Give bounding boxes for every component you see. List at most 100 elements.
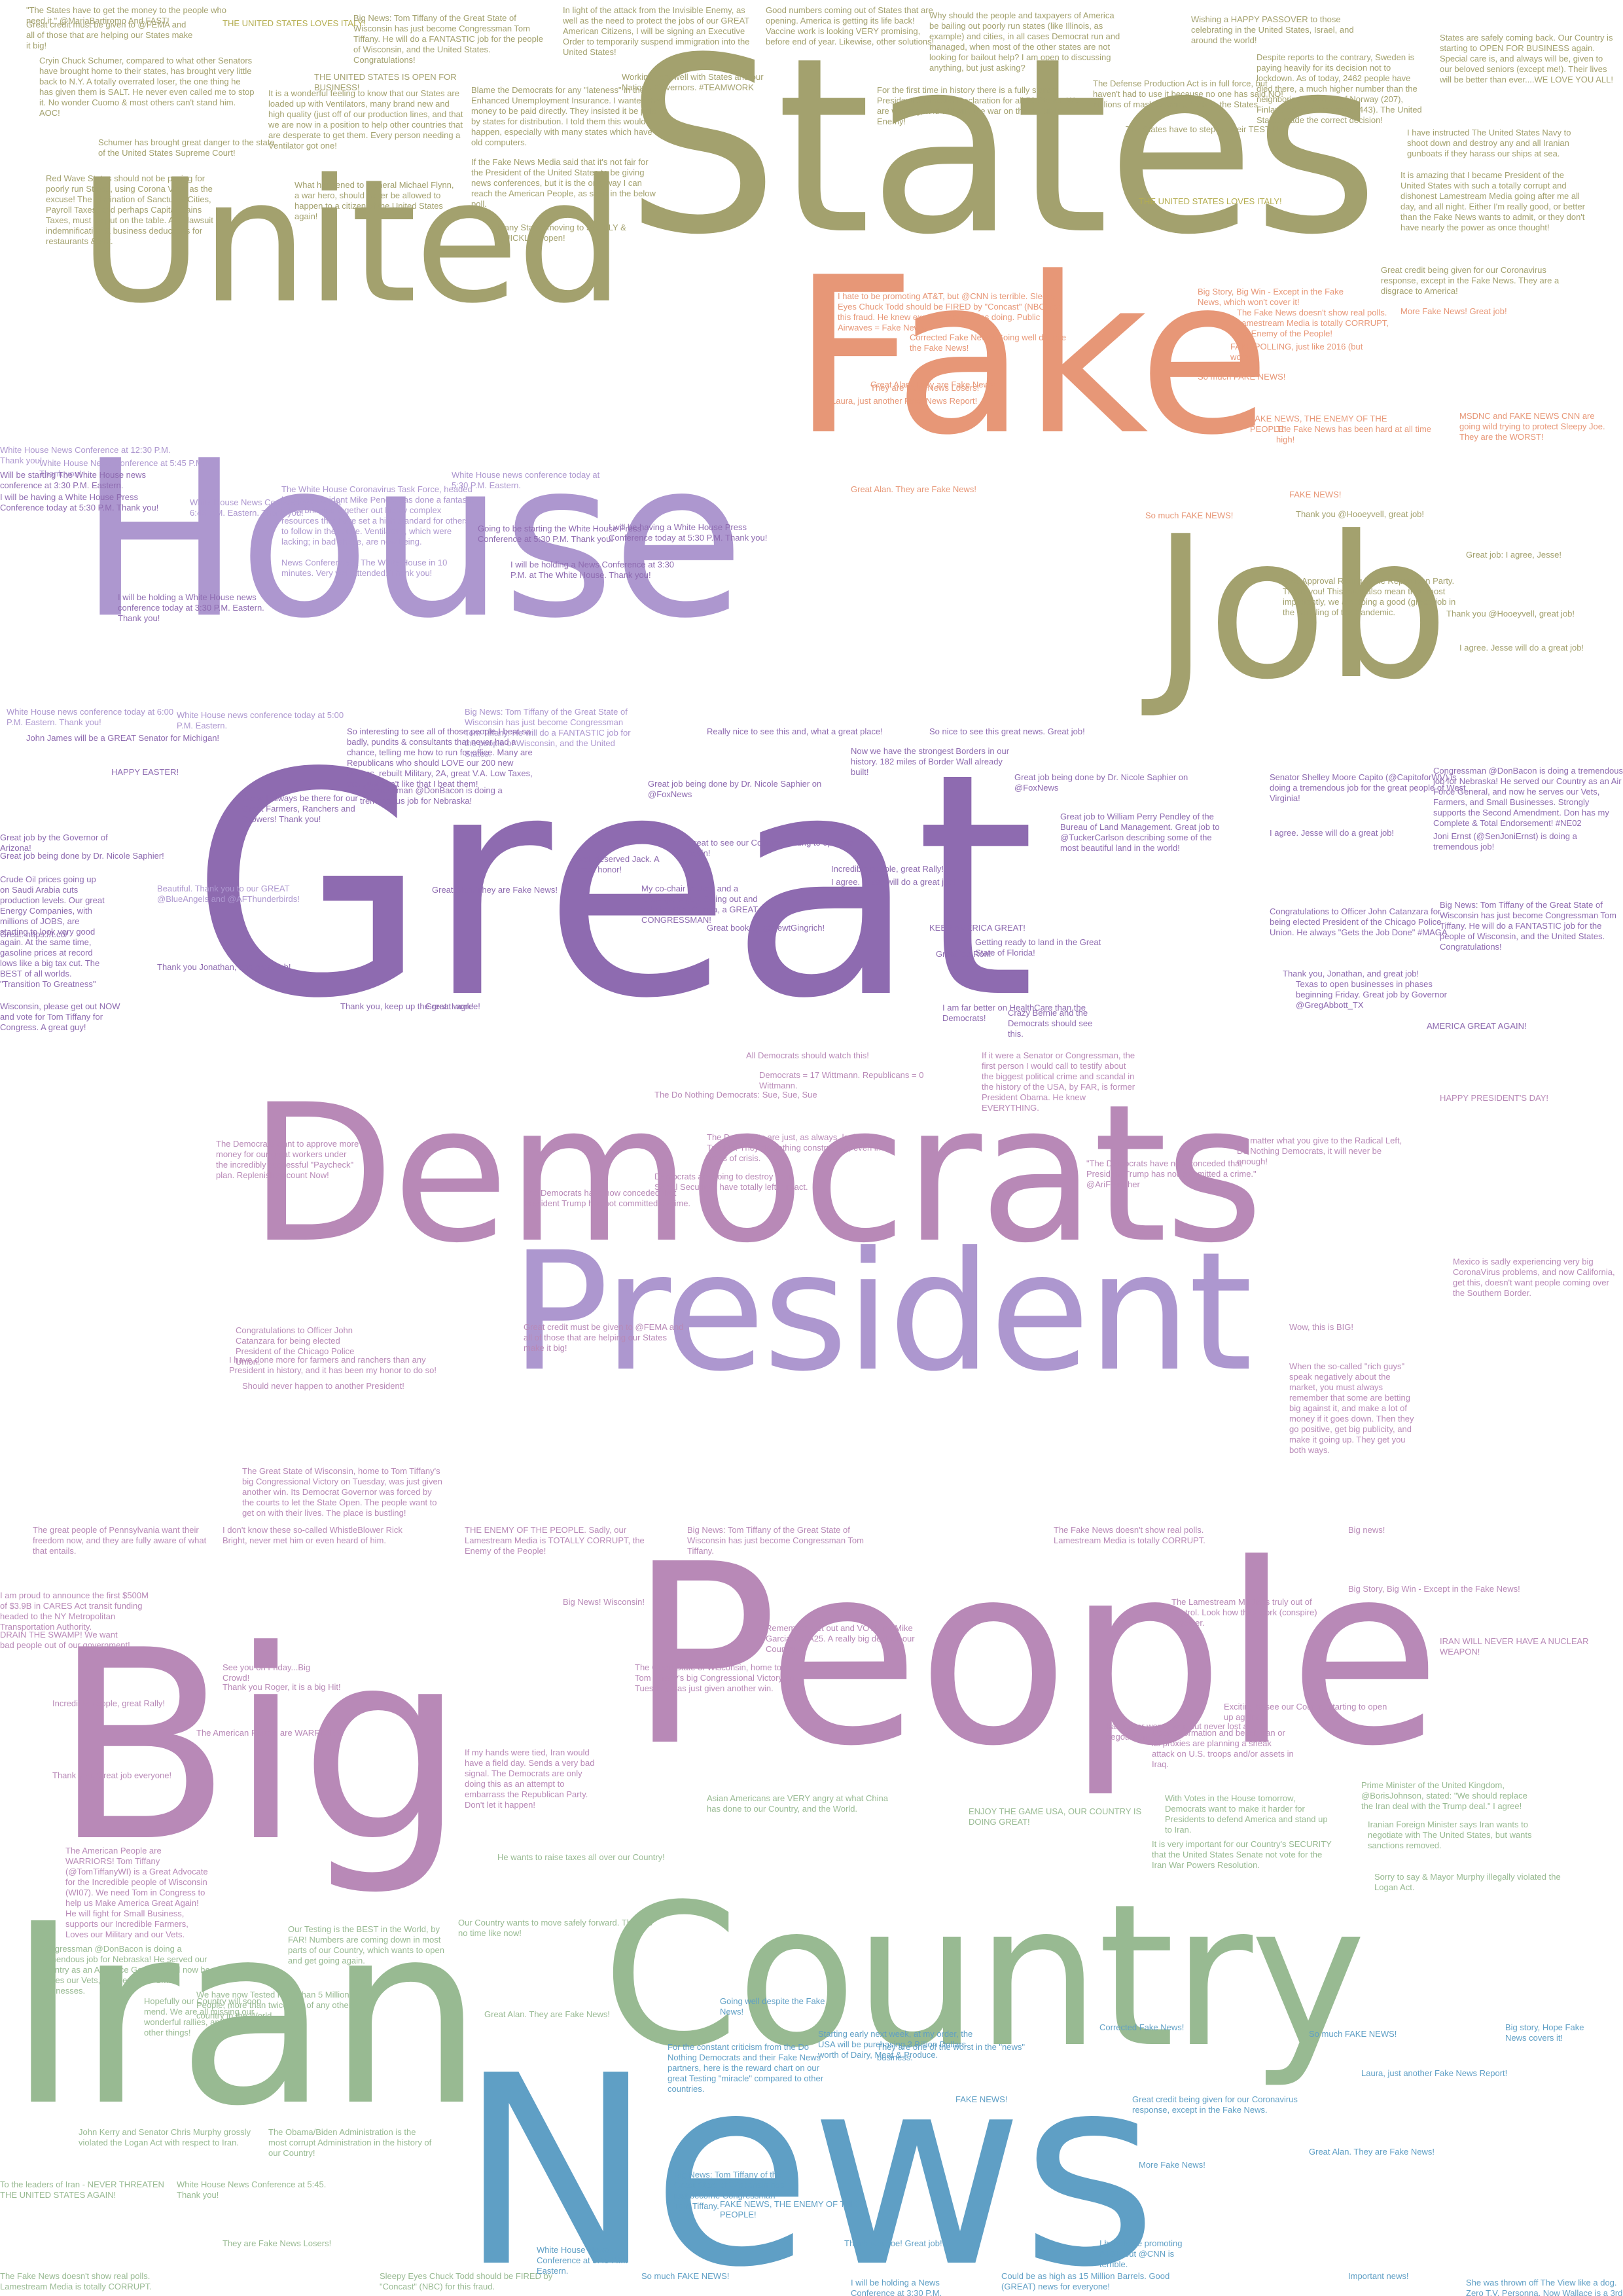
tweet: Working very well with States and our Na… bbox=[622, 72, 764, 92]
tweet: I am proud to announce the first $500M o… bbox=[0, 1590, 149, 1632]
tweet: I agree. Jesse will do a great job! bbox=[1459, 643, 1584, 653]
tweet: Beautiful. Thank you to our GREAT @BlueA… bbox=[157, 884, 300, 904]
tweet: He wants to raise taxes all over our Cou… bbox=[497, 1852, 665, 1862]
tweet: HAPPY EASTER! bbox=[111, 767, 179, 777]
tweet: Crazy Bernie and the Democrats should se… bbox=[1008, 1008, 1093, 1039]
tweet: THE UNITED STATES IS OPEN FOR BUSINESS! bbox=[314, 72, 457, 92]
tweet: The Fake News doesn't show real polls. L… bbox=[1237, 308, 1389, 338]
tweet: Iran never won a war, but never lost a n… bbox=[1106, 1721, 1248, 1742]
tweet: THE UNITED STATES LOVES ITALY! bbox=[223, 18, 366, 28]
tweet: Cryin Chuck Schumer, compared to what ot… bbox=[39, 56, 255, 118]
tweet: If the Fake News Media said that it's no… bbox=[471, 157, 656, 209]
tweet: KEEP AMERICA GREAT! bbox=[929, 923, 1026, 933]
tweet: Wisconsin, please get out NOW and vote f… bbox=[0, 1001, 120, 1032]
tweet: Thank you, Great job everyone! bbox=[52, 1770, 172, 1780]
tweet: I hate to be promoting AT&T, but @CNN is… bbox=[838, 291, 1060, 332]
tweet: Despite reports to the contrary, Sweden … bbox=[1257, 52, 1422, 125]
tweet: So much FAKE NEWS! bbox=[1309, 2029, 1397, 2039]
tweet: It is a wonderful feeling to know that o… bbox=[268, 88, 463, 151]
tweet: She was thrown off The View like a dog. … bbox=[1466, 2278, 1623, 2296]
word-democrats: Democrats bbox=[249, 1064, 1264, 1285]
tweet: The Do Nothing Democrats: Sue, Sue, Sue bbox=[654, 1090, 817, 1100]
tweet: HAPPY PRESIDENT'S DAY! bbox=[1440, 1093, 1548, 1103]
tweet: For the constant criticism from the Do N… bbox=[668, 2042, 824, 2094]
tweet: Now we have the strongest Borders in our… bbox=[851, 746, 1010, 777]
tweet: Congressman @DonBacon is doing a tremend… bbox=[39, 1944, 210, 1996]
tweet: AMERICA GREAT AGAIN! bbox=[1427, 1021, 1527, 1031]
tweet: Laura, just another Fake News Report! bbox=[1361, 2068, 1508, 2078]
tweet: The Democrats want to approve more money… bbox=[216, 1139, 359, 1180]
tweet: Why should the people and taxpayers of A… bbox=[929, 10, 1120, 73]
tweet: Thank you, keep up the great work! bbox=[340, 1001, 474, 1011]
tweet: I will be having a White House Press Con… bbox=[609, 522, 768, 543]
tweet: "The States have to get the money to the… bbox=[26, 5, 226, 26]
tweet: Prime Minister of the United Kingdom, @B… bbox=[1361, 1780, 1527, 1811]
tweet: The Obama/Biden Administration is the mo… bbox=[268, 2127, 432, 2158]
tweet: Great book by @NewtGingrich! bbox=[707, 923, 825, 933]
tweet: Great job being done by Dr. Nicole Saphi… bbox=[0, 851, 164, 861]
tweet: They are Fake News Losers! bbox=[223, 2238, 332, 2248]
tweet: What happened to General Michael Flynn, … bbox=[294, 180, 454, 221]
tweet: Democrats are going to destroy your Soci… bbox=[654, 1172, 808, 1192]
tweet: Texas to open businesses in phases begin… bbox=[1296, 979, 1447, 1010]
tweet: Really nice to see this and, what a grea… bbox=[707, 726, 883, 736]
tweet: I agree. Jesse will do a great job! bbox=[1270, 828, 1395, 838]
tweet: We will always be there for our Great Fa… bbox=[242, 793, 358, 824]
tweet: Upon information and belief, Iran or its… bbox=[1152, 1728, 1294, 1769]
tweet: MSDNC and FAKE NEWS CNN are going wild t… bbox=[1459, 411, 1605, 442]
tweet: White House News Conference at 12:30 P.M… bbox=[0, 445, 171, 465]
tweet: Asian Americans are VERY angry at what C… bbox=[707, 1793, 888, 1814]
tweet: White House News Conference today at 6:4… bbox=[190, 497, 342, 518]
tweet: To the leaders of Iran - NEVER THREATEN … bbox=[0, 2179, 164, 2200]
tweet: Congressman @DonBacon is doing a tremend… bbox=[360, 785, 503, 806]
tweet: White House News Conference at 5:45 P.M.… bbox=[537, 2245, 628, 2276]
tweet: Getting ready to land in the Great State… bbox=[975, 937, 1101, 958]
tweet: Going to be starting the White House Pre… bbox=[478, 524, 642, 544]
tweet: Thank you Joe! Great job! bbox=[844, 2238, 942, 2248]
tweet: The Great State of Wisconsin, home to To… bbox=[635, 1662, 795, 1693]
tweet: The Democrats are just, as always, looki… bbox=[707, 1132, 882, 1163]
tweet: THE ENEMY OF THE PEOPLE. Sadly, our Lame… bbox=[465, 1525, 645, 1556]
tweet: Big News: Tom Tiffany of the Great State… bbox=[353, 13, 543, 65]
tweet: In light of the attack from the Invisibl… bbox=[563, 5, 750, 57]
tweet: Thank you Jonathan, and great job! bbox=[157, 962, 291, 972]
tweet: FAKE POLLING, just like 2016 (but worse)… bbox=[1230, 342, 1363, 362]
tweet: I am far better on HealthCare than the D… bbox=[942, 1003, 1086, 1023]
tweet: Great credit must be given to @FEMA and … bbox=[524, 1322, 684, 1353]
tweet: More Fake News! Great job! bbox=[1400, 306, 1507, 316]
word-united: United bbox=[79, 143, 624, 341]
tweet: It is very important for our Country's S… bbox=[1152, 1839, 1332, 1870]
tweet: We have now Tested more than 5 Million P… bbox=[196, 1990, 352, 2020]
tweet: Great job being done by Dr. Nicole Saphi… bbox=[1014, 772, 1188, 793]
tweet: Great credit must be given to @FEMA and … bbox=[26, 20, 193, 50]
tweet: So much FAKE NEWS! bbox=[1198, 372, 1286, 382]
tweet: States are safely coming back. Our Count… bbox=[1440, 33, 1613, 84]
tweet: White House news conference today at 5:3… bbox=[452, 470, 600, 490]
tweet: Big News: Tom Tiffany of the Great State… bbox=[687, 1525, 864, 1556]
tweet: Will be starting The White House news co… bbox=[0, 470, 147, 490]
tweet: "The Democrats have now conceded that Pr… bbox=[1086, 1158, 1257, 1189]
tweet: See you on Friday...Big Crowd! bbox=[223, 1662, 311, 1683]
tweet: 96% Approval Rating in the Republican Pa… bbox=[1283, 576, 1456, 617]
tweet: Hopefully our Country will soon mend. We… bbox=[144, 1996, 262, 2037]
tweet: I have instructed The United States Navy… bbox=[1407, 128, 1571, 158]
tweet: Thank you @Hooeyvell, great job! bbox=[1446, 609, 1575, 619]
tweet: Sorry to say & Mayor Murphy illegally vi… bbox=[1374, 1872, 1561, 1892]
tweet: Big News! Wisconsin! bbox=[563, 1597, 645, 1607]
tweet: Great job by the Governor of Arizona! bbox=[0, 833, 108, 853]
tweet: Exciting to see our Country starting to … bbox=[1224, 1702, 1387, 1722]
tweet: Great job being done by Dr. Nicole Saphi… bbox=[648, 779, 822, 799]
tweet: My co-chair in Utah and a really great g… bbox=[641, 884, 758, 925]
tweet: DRAIN THE SWAMP! We want bad people out … bbox=[0, 1630, 130, 1650]
tweet: Could be as high as 15 Million Barrels. … bbox=[1001, 2271, 1170, 2291]
tweet: I will be holding a White House news con… bbox=[118, 592, 264, 623]
tweet: Blame the Democrats for any "lateness" i… bbox=[471, 85, 660, 147]
tweet: FAKE NEWS! bbox=[955, 2094, 1008, 2104]
word-job: Job bbox=[1152, 494, 1449, 723]
word-states: States bbox=[625, 7, 1379, 288]
tweet: Going well despite the Fake News! bbox=[720, 1996, 825, 2017]
tweet: Senator Shelley Moore Capito (@Capitofor… bbox=[1270, 772, 1466, 803]
tweet: The Fake News doesn't show real polls. L… bbox=[0, 2271, 152, 2291]
tweet: When the so-called "rich guys" speak neg… bbox=[1289, 1361, 1414, 1455]
tweet: THE UNITED STATES LOVES ITALY! bbox=[1139, 196, 1282, 206]
